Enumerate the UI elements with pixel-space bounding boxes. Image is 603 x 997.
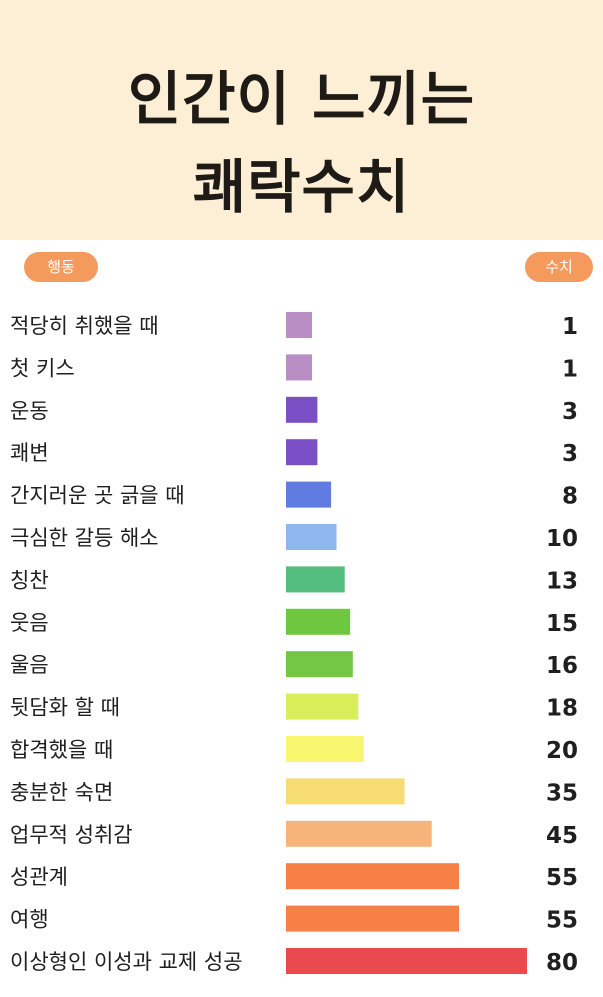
bar-value-label: 20 bbox=[546, 738, 578, 764]
bar-value-label: 16 bbox=[546, 653, 578, 679]
bar bbox=[286, 948, 527, 974]
bar bbox=[286, 312, 312, 338]
bar-value-label: 3 bbox=[562, 441, 578, 467]
page-title-line-2: 쾌락수치 bbox=[192, 153, 411, 221]
bar bbox=[286, 566, 345, 593]
bar-label: 적당히 취했을 때 bbox=[10, 314, 159, 338]
bar-value-label: 55 bbox=[546, 908, 578, 934]
bar bbox=[286, 354, 312, 381]
bar-value-label: 18 bbox=[546, 696, 578, 722]
bar bbox=[286, 481, 332, 508]
bar bbox=[286, 396, 318, 423]
bar bbox=[286, 651, 353, 678]
bar-label: 극심한 갈등 해소 bbox=[10, 526, 159, 550]
bar-value-label: 13 bbox=[546, 568, 578, 594]
bar bbox=[286, 439, 318, 466]
bar-label: 성관계 bbox=[10, 865, 68, 889]
bar-label: 칭찬 bbox=[10, 568, 49, 592]
bar-value-label: 1 bbox=[562, 314, 578, 340]
bar-value-label: 35 bbox=[546, 780, 578, 806]
bar-value-label: 8 bbox=[562, 484, 578, 510]
column-header-value: 수치 bbox=[525, 252, 593, 282]
bar-label: 첫 키스 bbox=[10, 356, 75, 380]
page-title-line-1: 인간이 느끼는 bbox=[127, 65, 476, 133]
bar bbox=[286, 608, 351, 635]
bar bbox=[286, 778, 405, 805]
bar-label: 뒷담화 할 때 bbox=[10, 696, 120, 720]
bar-value-label: 1 bbox=[562, 356, 578, 382]
bar bbox=[286, 905, 459, 932]
bar bbox=[286, 863, 459, 890]
bar-value-label: 55 bbox=[546, 865, 578, 891]
bar-label: 울음 bbox=[10, 653, 49, 677]
column-header-behavior: 행동 bbox=[24, 252, 98, 282]
bar-value-label: 45 bbox=[546, 823, 578, 849]
bar-label: 이상형인 이성과 교제 성공 bbox=[10, 950, 243, 974]
bar-label: 운동 bbox=[10, 399, 49, 423]
bar bbox=[286, 693, 359, 720]
bar-label: 쾌변 bbox=[10, 441, 49, 465]
bar-value-label: 15 bbox=[546, 611, 578, 637]
bar-label: 업무적 성취감 bbox=[10, 823, 133, 847]
bar-label: 간지러운 곳 긁을 때 bbox=[10, 484, 185, 508]
bar-value-label: 10 bbox=[546, 526, 578, 552]
bar bbox=[286, 524, 337, 550]
title-banner: 인간이 느끼는 쾌락수치 bbox=[0, 0, 603, 240]
bar bbox=[286, 820, 432, 847]
bar-label: 충분한 숙면 bbox=[10, 780, 113, 804]
bar bbox=[286, 736, 364, 762]
bar-label: 합격했을 때 bbox=[10, 738, 113, 762]
bar-label: 웃음 bbox=[10, 611, 49, 635]
bar-label: 여행 bbox=[10, 908, 49, 932]
bar-value-label: 80 bbox=[546, 950, 578, 976]
bar-value-label: 3 bbox=[562, 399, 578, 425]
